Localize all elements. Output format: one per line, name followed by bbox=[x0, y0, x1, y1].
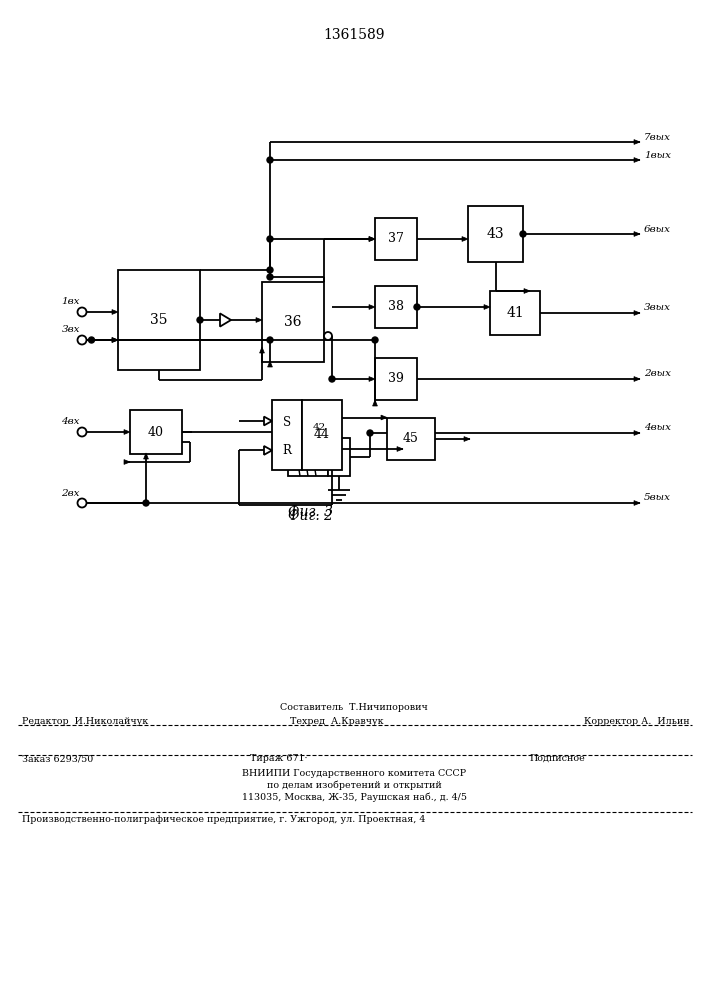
Bar bbox=[130, 410, 182, 454]
Text: Составитель  Т.Ничипорович: Составитель Т.Ничипорович bbox=[280, 703, 428, 712]
Text: ВНИИПИ Государственного комитета СССР: ВНИИПИ Государственного комитета СССР bbox=[242, 769, 466, 778]
Text: 42: 42 bbox=[312, 424, 326, 432]
Polygon shape bbox=[634, 431, 640, 435]
Text: Корректор А.  Ильин: Корректор А. Ильин bbox=[585, 717, 690, 726]
Polygon shape bbox=[369, 305, 375, 309]
Text: 39: 39 bbox=[388, 372, 404, 385]
Circle shape bbox=[372, 337, 378, 343]
Polygon shape bbox=[464, 437, 470, 441]
Text: Редактор  И.Николайчук: Редактор И.Николайчук bbox=[22, 717, 148, 726]
Text: 45: 45 bbox=[403, 432, 419, 446]
Polygon shape bbox=[634, 232, 640, 236]
Bar bbox=[375, 358, 417, 400]
Text: Производственно-полиграфическое предприятие, г. Ужгород, ул. Проектная, 4: Производственно-полиграфическое предприя… bbox=[22, 815, 426, 824]
Polygon shape bbox=[484, 305, 490, 309]
Text: 4вх: 4вх bbox=[62, 418, 80, 426]
Text: 36: 36 bbox=[284, 315, 302, 329]
Polygon shape bbox=[634, 311, 640, 315]
Circle shape bbox=[78, 336, 86, 344]
Circle shape bbox=[267, 267, 273, 273]
Text: Техред  А.Кравчук: Техред А.Кравчук bbox=[290, 717, 384, 726]
Polygon shape bbox=[259, 347, 264, 353]
Polygon shape bbox=[220, 313, 231, 327]
Bar bbox=[375, 218, 417, 260]
Polygon shape bbox=[373, 400, 378, 406]
Text: 6вых: 6вых bbox=[644, 225, 671, 233]
Text: по делам изобретений и открытий: по делам изобретений и открытий bbox=[267, 781, 441, 790]
Circle shape bbox=[367, 430, 373, 436]
Bar bbox=[328, 438, 350, 476]
Circle shape bbox=[267, 337, 273, 343]
Polygon shape bbox=[369, 237, 375, 241]
Circle shape bbox=[78, 428, 86, 436]
Circle shape bbox=[197, 317, 203, 323]
Text: S: S bbox=[283, 416, 291, 429]
Polygon shape bbox=[524, 289, 530, 293]
Circle shape bbox=[267, 274, 273, 280]
Polygon shape bbox=[112, 338, 118, 342]
Polygon shape bbox=[256, 318, 262, 322]
Text: 7вых: 7вых bbox=[644, 132, 671, 141]
Polygon shape bbox=[124, 430, 130, 434]
Circle shape bbox=[88, 337, 95, 343]
Text: 35: 35 bbox=[151, 313, 168, 327]
Polygon shape bbox=[634, 501, 640, 505]
Text: 2вых: 2вых bbox=[644, 369, 671, 378]
Text: 41: 41 bbox=[506, 306, 524, 320]
Bar bbox=[262, 282, 324, 362]
Text: 1вых: 1вых bbox=[644, 150, 671, 159]
Text: 4вых: 4вых bbox=[644, 424, 671, 432]
Text: 43: 43 bbox=[486, 227, 504, 241]
Polygon shape bbox=[369, 377, 375, 381]
Bar bbox=[118, 270, 200, 370]
Bar bbox=[490, 291, 540, 335]
Polygon shape bbox=[124, 460, 130, 464]
Text: 40: 40 bbox=[148, 426, 164, 438]
Text: Подписное: Подписное bbox=[530, 754, 586, 763]
Text: Фиг. 2: Фиг. 2 bbox=[288, 509, 332, 523]
Text: 1вх: 1вх bbox=[62, 298, 80, 306]
Text: 5вых: 5вых bbox=[644, 493, 671, 502]
Polygon shape bbox=[397, 447, 403, 451]
Bar bbox=[288, 438, 328, 476]
Bar bbox=[468, 206, 523, 262]
Polygon shape bbox=[369, 237, 375, 241]
Polygon shape bbox=[634, 158, 640, 162]
Text: Фиг. 3: Фиг. 3 bbox=[288, 505, 332, 519]
Text: Тираж 671·: Тираж 671· bbox=[250, 754, 308, 763]
Text: Заказ 6293/50: Заказ 6293/50 bbox=[22, 754, 93, 763]
Polygon shape bbox=[112, 338, 118, 342]
Text: R: R bbox=[283, 444, 291, 457]
Circle shape bbox=[267, 236, 273, 242]
Polygon shape bbox=[462, 237, 468, 241]
Polygon shape bbox=[634, 140, 640, 144]
Text: 1361589: 1361589 bbox=[323, 28, 385, 42]
Text: 2вх: 2вх bbox=[62, 488, 80, 497]
Bar bbox=[302, 400, 342, 470]
Text: 44: 44 bbox=[314, 428, 330, 442]
Polygon shape bbox=[112, 310, 118, 314]
Text: 38: 38 bbox=[388, 300, 404, 314]
Text: 3вх: 3вх bbox=[62, 326, 80, 334]
Polygon shape bbox=[144, 453, 148, 459]
Text: 37: 37 bbox=[388, 232, 404, 245]
Circle shape bbox=[267, 157, 273, 163]
Circle shape bbox=[78, 308, 86, 316]
Bar bbox=[387, 418, 435, 460]
Polygon shape bbox=[381, 415, 387, 420]
Circle shape bbox=[143, 500, 149, 506]
Circle shape bbox=[78, 498, 86, 508]
Text: 3вых: 3вых bbox=[644, 304, 671, 312]
Circle shape bbox=[520, 231, 526, 237]
Circle shape bbox=[324, 332, 332, 340]
Circle shape bbox=[414, 304, 420, 310]
Bar bbox=[272, 400, 302, 470]
Bar bbox=[375, 286, 417, 328]
Polygon shape bbox=[264, 446, 272, 455]
Polygon shape bbox=[268, 361, 272, 367]
Polygon shape bbox=[264, 417, 272, 425]
Polygon shape bbox=[634, 377, 640, 381]
Text: 113035, Москва, Ж-35, Раушская наб., д. 4/5: 113035, Москва, Ж-35, Раушская наб., д. … bbox=[242, 793, 467, 802]
Circle shape bbox=[329, 376, 335, 382]
